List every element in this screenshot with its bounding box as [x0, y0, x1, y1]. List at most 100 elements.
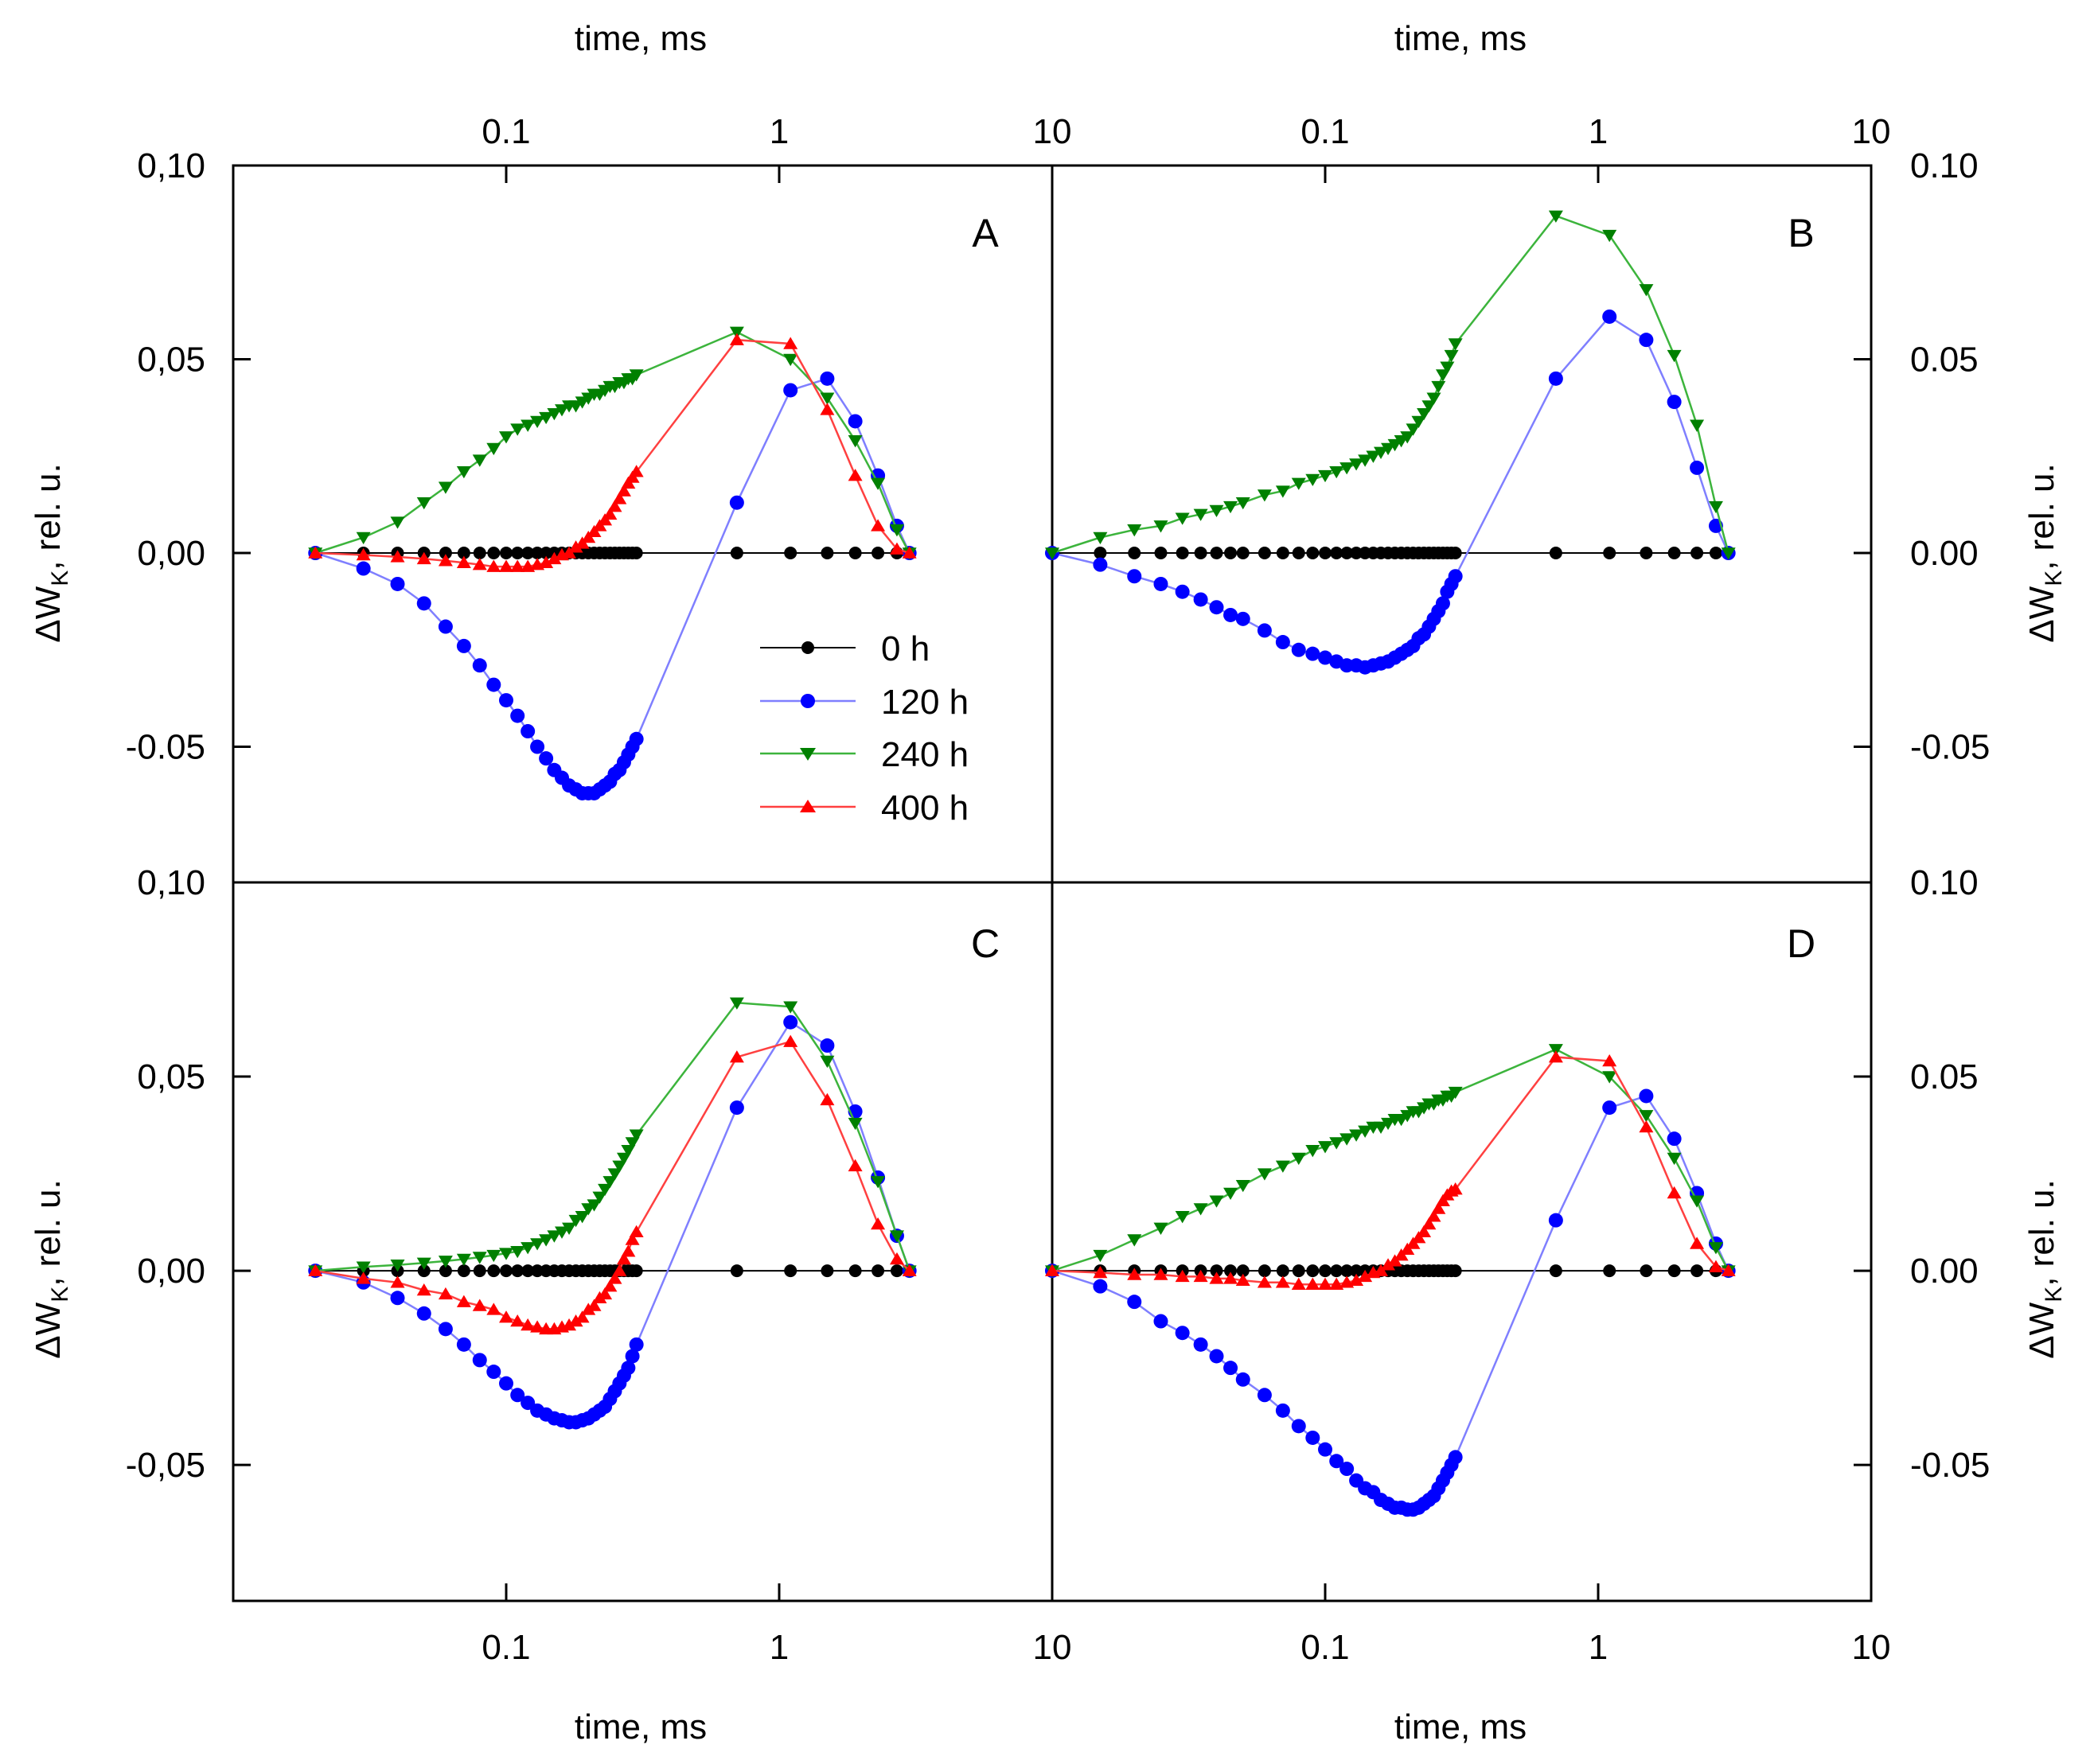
data-point [729, 1100, 744, 1116]
data-point [821, 547, 834, 560]
y-tick-label-left: 0,10 [137, 146, 205, 185]
data-point [902, 1264, 917, 1276]
data-point [456, 1337, 471, 1352]
data-point [1127, 1234, 1142, 1247]
data-point [1602, 229, 1617, 243]
data-point [587, 1199, 602, 1212]
x-tick-label-bottom: 0.1 [1300, 1628, 1349, 1667]
x-axis-title-bottom-right: time, ms [1394, 1708, 1527, 1746]
data-point [473, 1264, 486, 1278]
data-point [1690, 1236, 1705, 1249]
y-tick-label-right: 0.05 [1910, 341, 1979, 380]
data-point [729, 326, 744, 339]
data-point [784, 547, 797, 560]
legend-item-240h: 240 h [760, 735, 969, 774]
data-point [1548, 210, 1563, 223]
svg-text:ΔWK, rel. u.: ΔWK, rel. u. [2022, 1179, 2067, 1358]
data-point [472, 658, 487, 673]
y-tick-label-right: 0.00 [1910, 534, 1979, 573]
svg-text:ΔWK, rel. u.: ΔWK, rel. u. [29, 1179, 73, 1358]
data-point [456, 638, 471, 653]
legend-marker-triangle-down [800, 748, 816, 761]
data-point [1319, 547, 1332, 560]
data-point [1667, 1186, 1682, 1199]
data-point [472, 1353, 487, 1368]
data-point [473, 547, 486, 560]
data-point [1153, 1268, 1168, 1280]
data-point [531, 1264, 544, 1278]
data-point [1602, 1100, 1617, 1116]
data-point [510, 559, 525, 572]
y-axis-title-right-top: ΔWK, rel. u. [2022, 463, 2067, 642]
data-point [1258, 1264, 1271, 1278]
data-point [602, 507, 618, 520]
data-point [1603, 547, 1616, 560]
data-point [510, 1388, 525, 1403]
data-point [1128, 547, 1141, 560]
data-point [1548, 1050, 1563, 1063]
y-title-delta: ΔW [29, 1302, 68, 1358]
data-point [820, 1092, 835, 1106]
data-point [1690, 460, 1705, 475]
data-point [848, 435, 863, 448]
data-point [568, 540, 583, 553]
y-tick-label-left: 0,00 [137, 534, 205, 573]
data-point [607, 1271, 622, 1284]
data-point [1305, 1145, 1320, 1158]
data-point [1193, 1337, 1208, 1352]
series-240h [1045, 210, 1736, 560]
data-point [356, 532, 371, 545]
data-point [1381, 1258, 1396, 1271]
data-point [848, 469, 863, 481]
data-point [562, 1318, 577, 1331]
data-point [1549, 1264, 1562, 1278]
data-point [1094, 547, 1107, 560]
data-point [1340, 1264, 1354, 1278]
data-point [621, 1361, 636, 1376]
data-point [783, 337, 798, 349]
y-title-rest: , rel. u. [2022, 1179, 2061, 1287]
legend-marker-circle [801, 694, 815, 708]
data-point [1448, 569, 1463, 584]
data-point [1350, 547, 1363, 560]
data-point [612, 1264, 627, 1276]
data-point [848, 414, 863, 429]
data-point [539, 555, 554, 568]
data-point [629, 369, 644, 382]
data-point [1223, 607, 1238, 622]
data-point [510, 708, 525, 723]
data-point [499, 559, 513, 572]
data-point [729, 997, 744, 1010]
data-point [308, 1264, 323, 1276]
x-tick-label-top: 0.1 [1300, 112, 1349, 151]
data-point [1444, 349, 1459, 363]
data-point [1417, 1225, 1432, 1238]
data-point [499, 1248, 513, 1260]
data-point [1223, 500, 1238, 514]
data-point [1276, 1264, 1289, 1278]
x-axis-title-top-right: time, ms [1394, 19, 1527, 58]
data-point [729, 333, 744, 345]
data-point [1690, 419, 1705, 432]
y-tick-label-right: 0.10 [1910, 146, 1979, 185]
data-point [1440, 361, 1455, 374]
data-point [848, 547, 862, 560]
data-point [820, 1038, 835, 1053]
data-point [1548, 1213, 1563, 1228]
data-point [1236, 547, 1250, 560]
data-point [547, 407, 562, 421]
data-point [1093, 1265, 1108, 1279]
data-point [439, 547, 452, 560]
data-point [1258, 547, 1271, 560]
legend-item-0h: 0 h [760, 629, 930, 668]
data-point [729, 495, 744, 510]
y-title-delta: ΔW [2022, 586, 2061, 642]
data-point [1374, 1264, 1389, 1276]
x-tick-label-bottom: 0.1 [482, 1628, 530, 1667]
data-point [1339, 462, 1355, 475]
data-point [1667, 349, 1682, 363]
data-point [1708, 500, 1723, 514]
data-point [1223, 1187, 1238, 1201]
data-point [1426, 1209, 1441, 1222]
data-point [1275, 1403, 1290, 1418]
